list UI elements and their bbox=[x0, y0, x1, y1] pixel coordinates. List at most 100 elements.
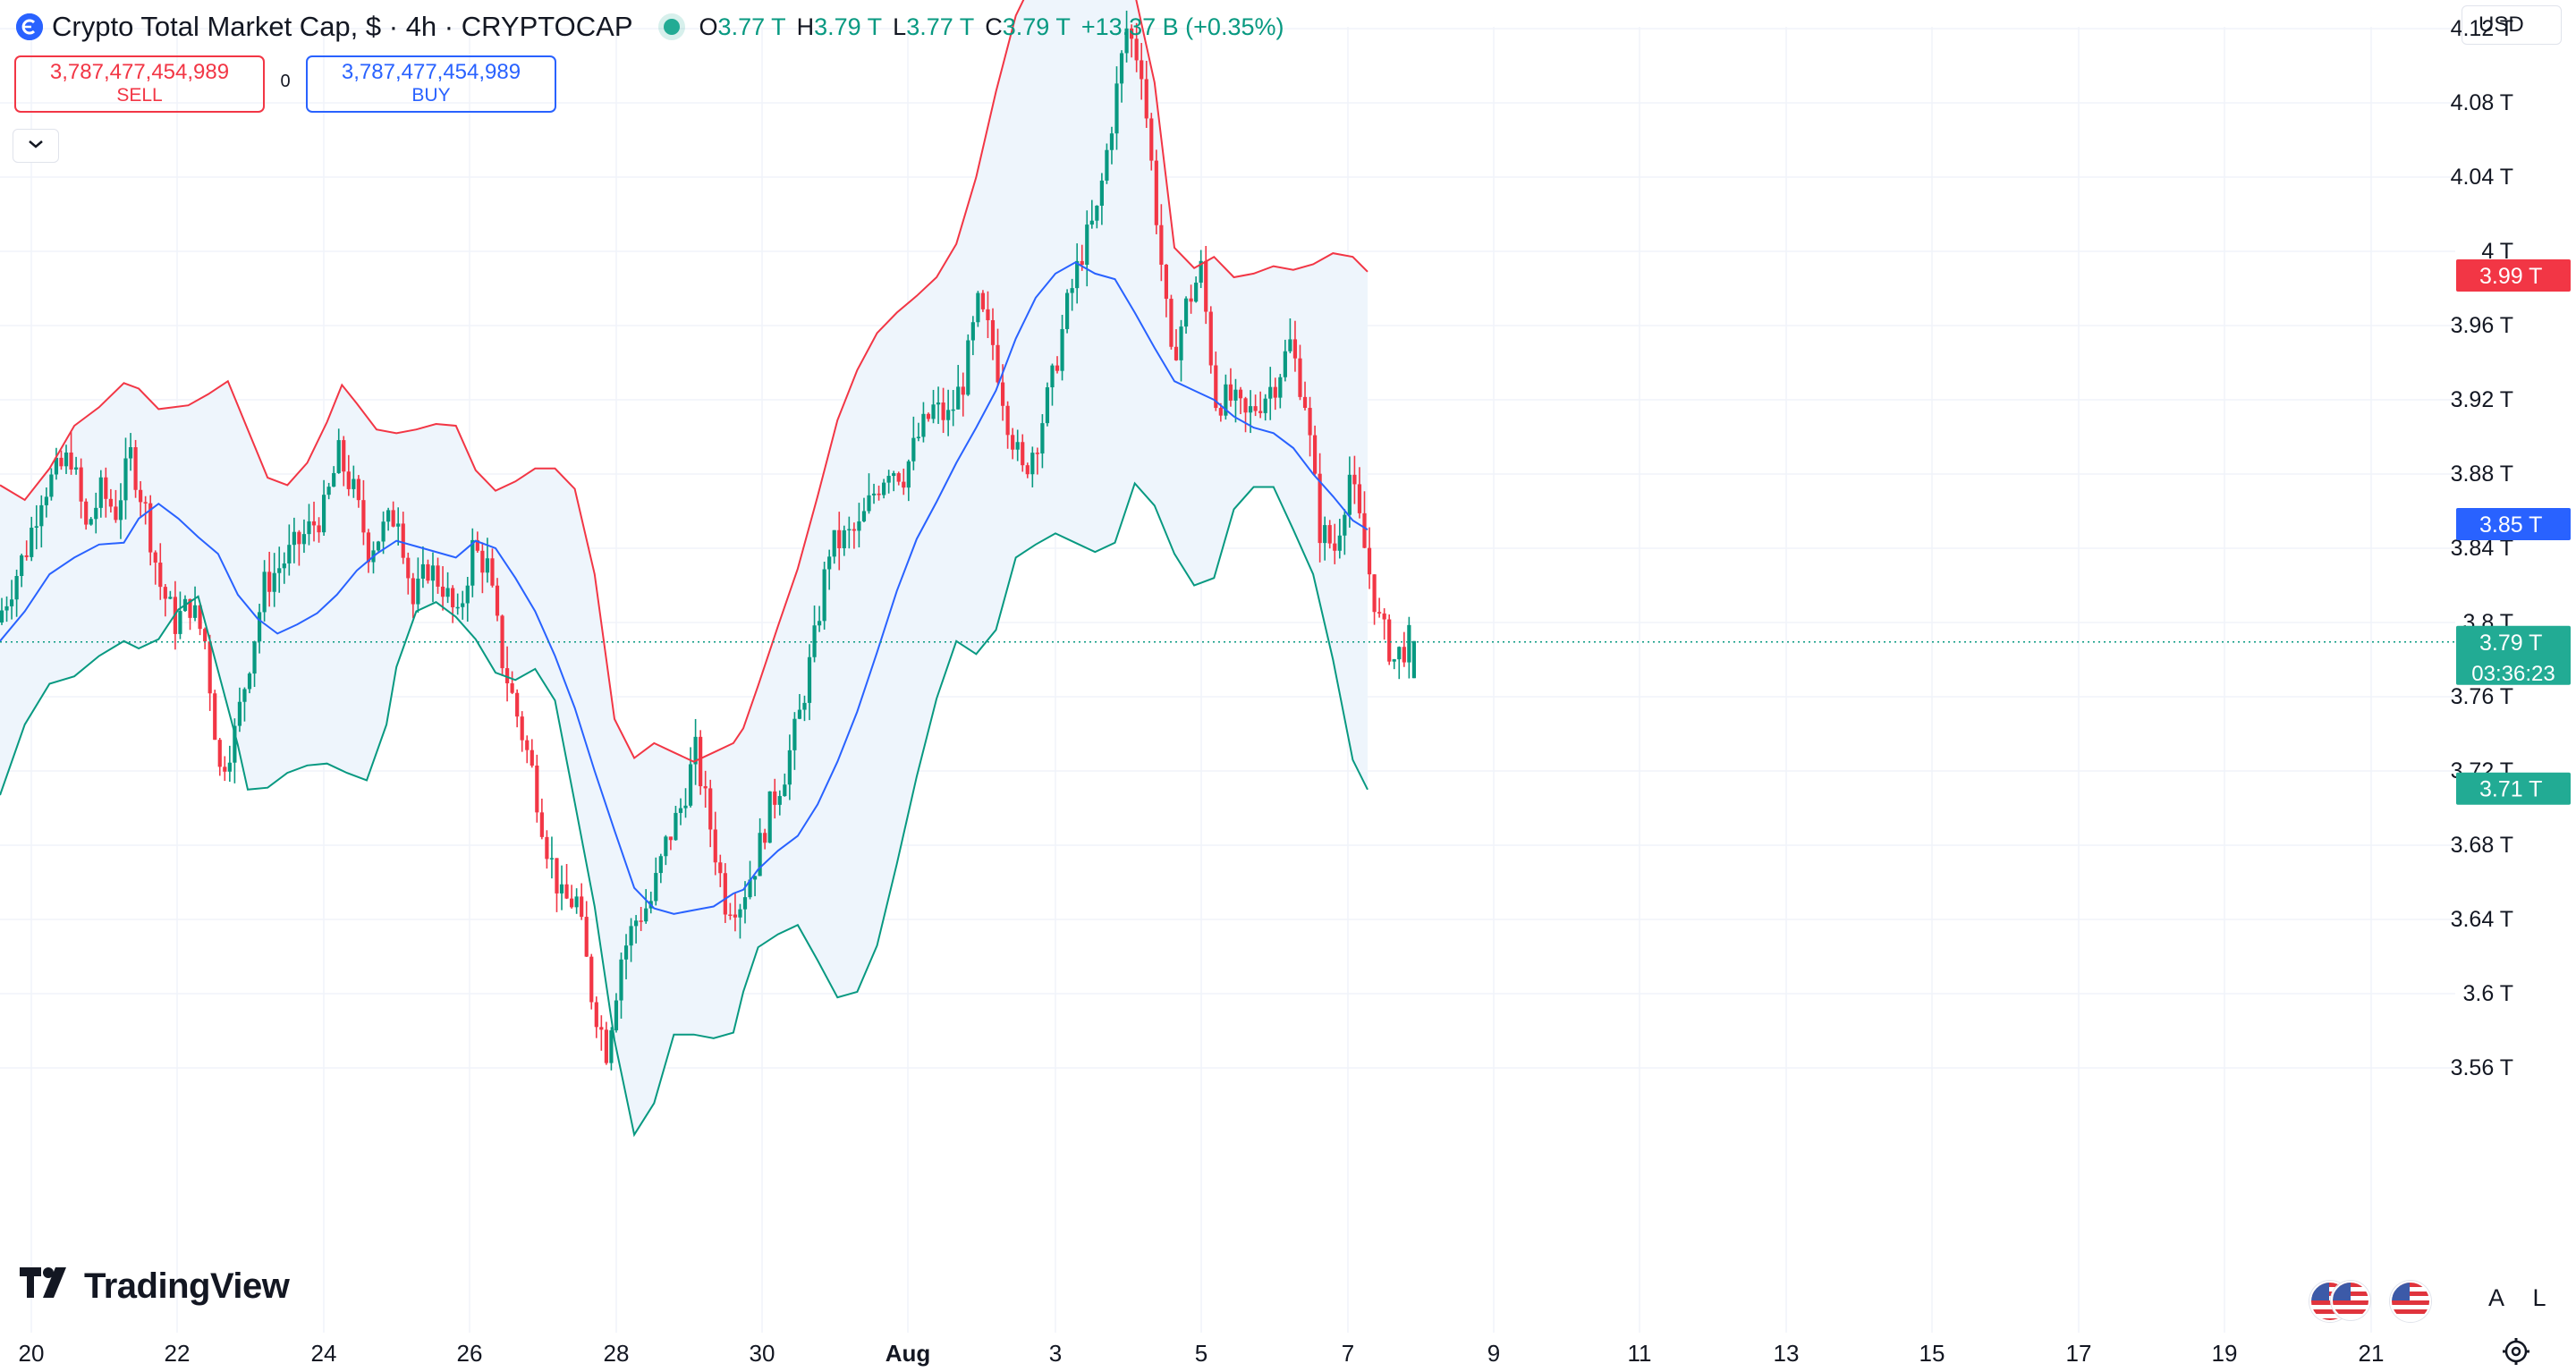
candle-body bbox=[500, 615, 504, 669]
candle-body bbox=[1189, 298, 1193, 302]
candle-body bbox=[674, 812, 678, 841]
candle-body bbox=[1204, 260, 1208, 312]
candle-body bbox=[708, 788, 713, 830]
candle-body bbox=[1308, 408, 1312, 436]
candle-body bbox=[683, 805, 688, 809]
candle-body bbox=[783, 784, 787, 797]
candle-body bbox=[812, 625, 817, 657]
candle-body bbox=[639, 920, 643, 922]
settings-gear-icon[interactable] bbox=[2501, 1336, 2531, 1367]
x-tick-label: Aug bbox=[886, 1340, 931, 1367]
x-tick-label: 15 bbox=[1919, 1340, 1945, 1367]
log-scale-button[interactable]: L bbox=[2532, 1284, 2546, 1311]
candle-body bbox=[188, 598, 192, 618]
x-tick-label: 30 bbox=[750, 1340, 775, 1367]
candle-body bbox=[1387, 619, 1392, 662]
candle-body bbox=[1124, 28, 1129, 54]
candle-body bbox=[1268, 386, 1273, 399]
candle-body bbox=[267, 572, 272, 592]
candle-body bbox=[208, 641, 212, 694]
candle-body bbox=[430, 565, 436, 581]
candle-body bbox=[797, 709, 802, 719]
candle-body bbox=[1333, 543, 1337, 551]
candle-body bbox=[623, 945, 629, 960]
us-flag-icon[interactable] bbox=[2390, 1281, 2431, 1322]
x-tick-label: 19 bbox=[2212, 1340, 2238, 1367]
us-flag-icon[interactable] bbox=[2331, 1281, 2370, 1320]
x-tick-label: 17 bbox=[2066, 1340, 2092, 1367]
candle-body bbox=[1224, 384, 1228, 416]
candle-body bbox=[465, 585, 470, 604]
candle-body bbox=[386, 510, 391, 522]
candle-body bbox=[535, 765, 539, 813]
candle-body bbox=[906, 461, 911, 488]
x-tick-label: 22 bbox=[165, 1340, 191, 1367]
candle-body bbox=[168, 597, 173, 599]
candle-body bbox=[1140, 60, 1144, 80]
buy-button[interactable]: 3,787,477,454,989 BUY bbox=[306, 55, 556, 113]
candle-body bbox=[1154, 160, 1158, 225]
candle-body bbox=[644, 908, 648, 922]
candle-body bbox=[1015, 442, 1020, 450]
tradingview-logo[interactable]: TradingView bbox=[20, 1266, 290, 1307]
candle-body bbox=[262, 572, 267, 613]
collapse-legend-button[interactable] bbox=[13, 129, 59, 163]
candle-body bbox=[1313, 435, 1318, 474]
candle-body bbox=[1169, 299, 1174, 347]
candle-body bbox=[139, 489, 143, 503]
candle-body bbox=[1372, 574, 1377, 613]
candle-body bbox=[688, 764, 693, 806]
candle-body bbox=[79, 467, 83, 502]
candle-body bbox=[564, 884, 569, 899]
candle-body bbox=[570, 898, 574, 908]
spread-value: 0 bbox=[280, 72, 291, 91]
sell-button[interactable]: 3,787,477,454,989 SELL bbox=[14, 55, 265, 113]
candle-body bbox=[693, 736, 698, 765]
candle-body bbox=[233, 725, 237, 763]
candle-body bbox=[1218, 408, 1223, 416]
candle-body bbox=[926, 413, 931, 419]
candle-body bbox=[589, 956, 594, 1003]
candle-body bbox=[352, 479, 356, 489]
candle-body bbox=[1035, 453, 1039, 454]
candle-body bbox=[1005, 405, 1010, 436]
candle-body bbox=[1337, 535, 1342, 551]
candle-body bbox=[1050, 365, 1055, 388]
candle-body bbox=[356, 479, 360, 501]
candle-body bbox=[114, 506, 118, 521]
candle-body bbox=[574, 896, 579, 908]
candle-body bbox=[227, 762, 232, 772]
candle-body bbox=[1263, 398, 1267, 413]
candle-body bbox=[128, 447, 133, 459]
symbol-title[interactable]: Crypto Total Market Cap, $ · 4h · CRYPTO… bbox=[52, 11, 633, 42]
lower-band-line bbox=[0, 481, 1368, 1138]
auto-scale-button[interactable]: A bbox=[2487, 1284, 2504, 1311]
candle-body bbox=[1318, 473, 1322, 544]
candle-body bbox=[9, 599, 14, 606]
candle-body bbox=[614, 1000, 619, 1030]
y-tick-label: 3.56 T bbox=[2451, 1055, 2513, 1080]
candle-body bbox=[1377, 612, 1382, 614]
candle-body bbox=[1278, 377, 1283, 398]
candle-body bbox=[1298, 358, 1302, 397]
candle-body bbox=[198, 605, 202, 630]
y-tick-label: 3.92 T bbox=[2451, 387, 2513, 412]
candle-body bbox=[287, 545, 292, 563]
candle-body bbox=[1144, 79, 1148, 119]
candle-body bbox=[74, 467, 79, 470]
candle-body bbox=[98, 477, 103, 508]
candle-body bbox=[223, 766, 227, 772]
candle-body bbox=[525, 740, 530, 750]
market-status-dot[interactable] bbox=[663, 19, 680, 35]
candle-body bbox=[520, 716, 524, 741]
candle-body bbox=[301, 534, 307, 545]
currency-button[interactable]: USD bbox=[2462, 5, 2562, 45]
candle-body bbox=[277, 568, 282, 573]
candle-body bbox=[1000, 382, 1005, 406]
candle-body bbox=[1174, 346, 1179, 360]
x-tick-label: 21 bbox=[2359, 1340, 2385, 1367]
candle-body bbox=[970, 322, 975, 341]
candle-body bbox=[1085, 224, 1089, 266]
